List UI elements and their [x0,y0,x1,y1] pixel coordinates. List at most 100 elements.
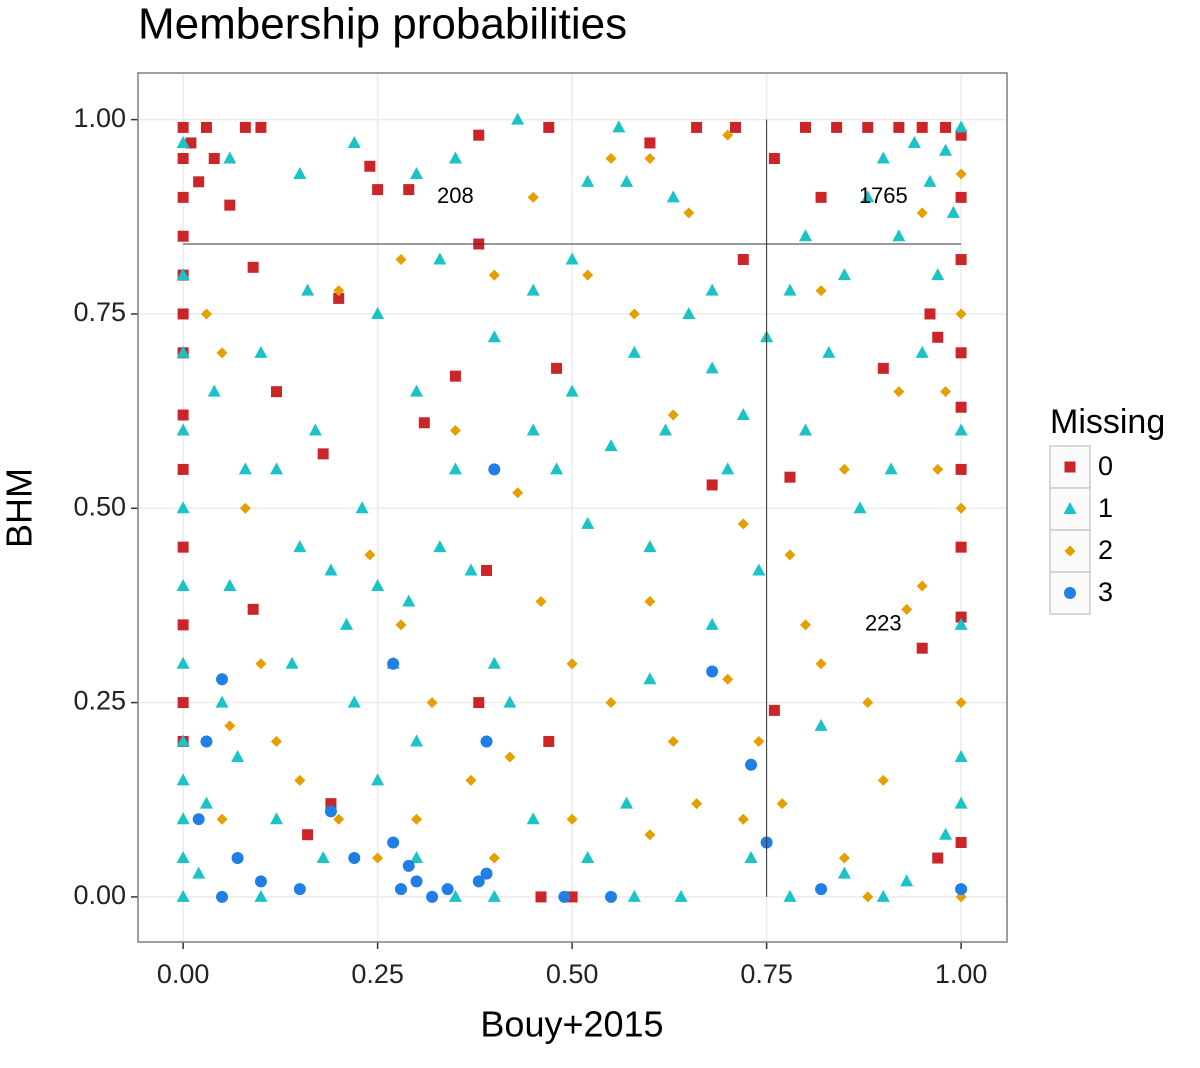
point [448,889,462,902]
point [473,129,485,141]
point [216,813,228,825]
point [768,704,780,716]
point [176,812,190,825]
point [177,697,189,709]
point [837,866,851,879]
point [216,673,229,686]
point [238,462,252,475]
point [932,852,944,864]
point [940,386,952,398]
point [487,330,501,343]
point [200,121,212,133]
point [923,174,937,187]
point [371,773,385,786]
y-tick-label: 0.75 [73,297,126,327]
point [582,269,594,281]
point [526,812,540,825]
point [954,617,968,630]
x-tick-label: 1.00 [935,959,988,989]
point [667,409,679,421]
point [939,143,953,156]
point [620,174,634,187]
point [691,121,703,133]
point [177,541,189,553]
point [333,813,345,825]
point [348,852,361,865]
point [643,672,657,685]
point [861,190,875,203]
point [706,665,719,678]
point [208,153,220,165]
point [176,656,190,669]
point [745,758,758,771]
point [207,384,221,397]
point [325,798,337,810]
point [954,750,968,763]
point [372,184,384,196]
point [551,362,563,374]
point [535,891,547,903]
point [324,563,338,576]
point [722,673,734,685]
point [200,735,213,748]
y-tick-label: 0.25 [73,686,126,716]
point [744,851,758,864]
point [403,184,415,196]
point [915,345,929,358]
point [402,859,415,872]
chart-title: Membership probabilities [138,0,627,49]
point [215,695,229,708]
point [558,890,571,903]
point [512,487,524,499]
point [822,345,836,358]
point [955,883,968,896]
legend-label: 2 [1098,535,1113,565]
point [527,191,539,203]
point [628,308,640,320]
point [815,658,827,670]
point [892,229,906,242]
legend-label: 1 [1098,493,1113,523]
x-tick-label: 0.50 [546,959,599,989]
point [784,471,796,483]
point [737,813,749,825]
point [955,401,967,413]
point [177,308,189,320]
point [862,697,874,709]
point [916,580,928,592]
point [176,345,190,358]
point [254,875,267,888]
point [644,153,656,165]
point [449,425,461,437]
point [954,796,968,809]
point [526,283,540,296]
point [487,889,501,902]
point [784,549,796,561]
point [955,191,967,203]
point [269,462,283,475]
point [270,386,282,398]
point [893,386,905,398]
point [955,463,967,475]
legend-marker [1064,461,1076,473]
point [448,151,462,164]
point [487,656,501,669]
point [372,852,384,864]
legend-marker [1064,545,1076,557]
annotation: 208 [437,183,474,208]
point [955,254,967,266]
point [526,423,540,436]
point [395,254,407,266]
point [566,891,578,903]
point [946,205,960,218]
point [465,774,477,786]
point [721,462,735,475]
point [776,798,788,810]
point [666,190,680,203]
point [644,137,656,149]
point [504,751,516,763]
point [768,153,780,165]
legend-title: Missing [1050,403,1165,441]
point [177,191,189,203]
point [402,594,416,607]
